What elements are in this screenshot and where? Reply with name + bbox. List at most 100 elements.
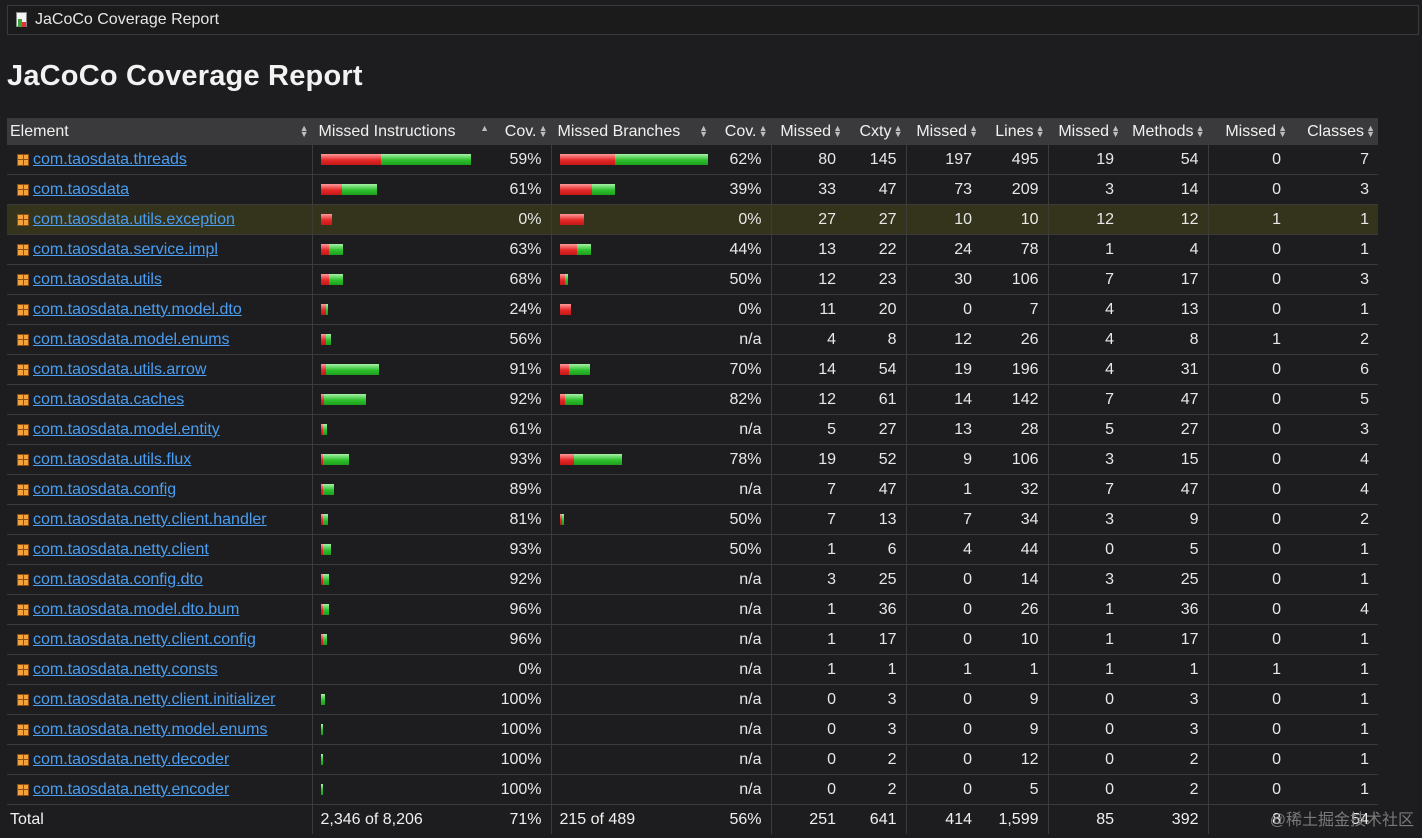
- package-link[interactable]: com.taosdata.caches: [33, 390, 185, 408]
- totals-methods: 392: [1171, 810, 1199, 828]
- branch-cov: 82%: [711, 384, 771, 415]
- totals-branch-cov: 56%: [729, 810, 762, 828]
- missed-methods: 0: [1047, 744, 1123, 775]
- header-lines[interactable]: Lines ▲ ▼: [981, 118, 1048, 145]
- missed-branches-bar: [550, 624, 711, 655]
- element-cell: com.taosdata.service.impl: [7, 234, 312, 265]
- header-element[interactable]: Element ▲ ▼: [7, 118, 312, 145]
- header-branch-cov[interactable]: Cov. ▲ ▼: [711, 118, 771, 145]
- table-row: com.taosdata.netty.client.initializer 100…: [7, 684, 1378, 715]
- header-missed-lines[interactable]: Missed ▲ ▼: [905, 118, 981, 145]
- cxty: 8: [845, 324, 906, 355]
- instr-cov: 96%: [492, 594, 551, 625]
- header-missed-methods[interactable]: Missed ▲ ▼: [1047, 118, 1123, 145]
- table-row: com.taosdata.netty.decoder 100% n/a 0 2 0 12 0 2…: [7, 744, 1378, 775]
- missed-instructions-bar: [311, 594, 492, 625]
- package-link[interactable]: com.taosdata.netty.consts: [33, 660, 218, 678]
- package-link[interactable]: com.taosdata.threads: [33, 150, 187, 168]
- header-missed-cxty[interactable]: Missed ▲ ▼: [770, 118, 845, 145]
- classes: 4: [1290, 444, 1378, 475]
- header-missed-classes[interactable]: Missed ▲ ▼: [1207, 118, 1290, 145]
- lines: 32: [981, 474, 1048, 505]
- header-missed-branches[interactable]: Missed Branches ▲ ▼: [550, 118, 711, 145]
- branch-cov: n/a: [711, 744, 771, 775]
- package-link[interactable]: com.taosdata.model.enums: [33, 330, 230, 348]
- package-link[interactable]: com.taosdata: [33, 180, 130, 198]
- missed-instructions-bar: [311, 744, 492, 775]
- missed-classes: 0: [1207, 564, 1290, 595]
- header-cxty[interactable]: Cxty ▲ ▼: [845, 118, 906, 145]
- missed-bar: [559, 454, 574, 465]
- covered-bar: [323, 394, 366, 405]
- package-link[interactable]: com.taosdata.netty.client.handler: [33, 510, 267, 528]
- branch-cov: n/a: [711, 474, 771, 505]
- missed-cxty: 1: [770, 594, 845, 625]
- header-missed-instructions[interactable]: Missed Instructions ▲: [311, 118, 492, 145]
- package-link[interactable]: com.taosdata.netty.client.config: [33, 630, 256, 648]
- classes: 1: [1290, 234, 1378, 265]
- covered-bar: [568, 364, 590, 375]
- missed-classes: 0: [1207, 354, 1290, 385]
- package-link[interactable]: com.taosdata.utils.arrow: [33, 360, 207, 378]
- package-link[interactable]: com.taosdata.utils.exception: [33, 210, 235, 228]
- covered-bar: [320, 724, 323, 735]
- missed-methods: 5: [1047, 414, 1123, 445]
- covered-bar: [325, 364, 379, 375]
- missed-cxty: 1: [770, 534, 845, 565]
- package-link[interactable]: com.taosdata.netty.model.enums: [33, 720, 268, 738]
- cxty: 36: [845, 594, 906, 625]
- missed-bar: [320, 304, 326, 315]
- methods: 17: [1123, 264, 1208, 295]
- totals-missed-classes: 8: [1207, 804, 1290, 834]
- breadcrumb-label: JaCoCo Coverage Report: [35, 11, 220, 28]
- package-link[interactable]: com.taosdata.config.dto: [33, 570, 203, 588]
- header-methods[interactable]: Methods ▲ ▼: [1123, 118, 1208, 145]
- package-link[interactable]: com.taosdata.netty.encoder: [33, 780, 230, 798]
- package-link[interactable]: com.taosdata.config: [33, 480, 177, 498]
- table-row: com.taosdata.utils.flux 93% 78% 19 52 9 106 3 15…: [7, 444, 1378, 475]
- package-link[interactable]: com.taosdata.utils: [33, 270, 162, 288]
- classes: 3: [1290, 264, 1378, 295]
- covered-bar: [320, 694, 325, 705]
- element-cell: com.taosdata.netty.client.config: [7, 624, 312, 655]
- header-instr-cov[interactable]: Cov. ▲ ▼: [492, 118, 551, 145]
- package-icon: [17, 363, 29, 376]
- instr-cov: 68%: [492, 264, 551, 295]
- package-link[interactable]: com.taosdata.netty.client: [33, 540, 209, 558]
- package-link[interactable]: com.taosdata.netty.model.dto: [33, 300, 242, 318]
- covered-bar: [322, 544, 331, 555]
- missed-lines: 0: [905, 564, 981, 595]
- totals-missed-branches: 215 of 489: [550, 804, 711, 834]
- missed-instructions-bar: [311, 444, 492, 475]
- classes: 1: [1290, 774, 1378, 805]
- cxty: 145: [845, 145, 906, 175]
- missed-lines: 0: [905, 714, 981, 745]
- branch-cov: 0%: [711, 204, 771, 235]
- branch-cov: n/a: [711, 654, 771, 685]
- covered-bar: [614, 154, 708, 165]
- package-link[interactable]: com.taosdata.netty.decoder: [33, 750, 230, 768]
- missed-classes: 0: [1207, 714, 1290, 745]
- missed-cxty: 12: [770, 384, 845, 415]
- header-classes[interactable]: Classes ▲ ▼: [1290, 118, 1378, 145]
- cxty: 54: [845, 354, 906, 385]
- lines: 14: [981, 564, 1048, 595]
- covered-bar: [328, 244, 343, 255]
- missed-lines: 7: [905, 504, 981, 535]
- instr-cov: 91%: [492, 354, 551, 385]
- package-icon: [17, 333, 29, 346]
- package-icon: [17, 513, 29, 526]
- package-link[interactable]: com.taosdata.model.dto.bum: [33, 600, 240, 618]
- package-link[interactable]: com.taosdata.model.entity: [33, 420, 220, 438]
- package-link[interactable]: com.taosdata.netty.client.initializer: [33, 690, 276, 708]
- sort-icon: ▲ ▼: [699, 123, 708, 139]
- classes: 5: [1290, 384, 1378, 415]
- package-link[interactable]: com.taosdata.utils.flux: [33, 450, 192, 468]
- totals-missed-methods: 85: [1047, 804, 1123, 834]
- classes: 3: [1290, 414, 1378, 445]
- package-link[interactable]: com.taosdata.service.impl: [33, 240, 218, 258]
- missed-instructions-bar: [311, 714, 492, 745]
- missed-lines: 24: [905, 234, 981, 265]
- element-cell: com.taosdata.netty.model.dto: [7, 294, 312, 325]
- cxty: 1: [845, 654, 906, 685]
